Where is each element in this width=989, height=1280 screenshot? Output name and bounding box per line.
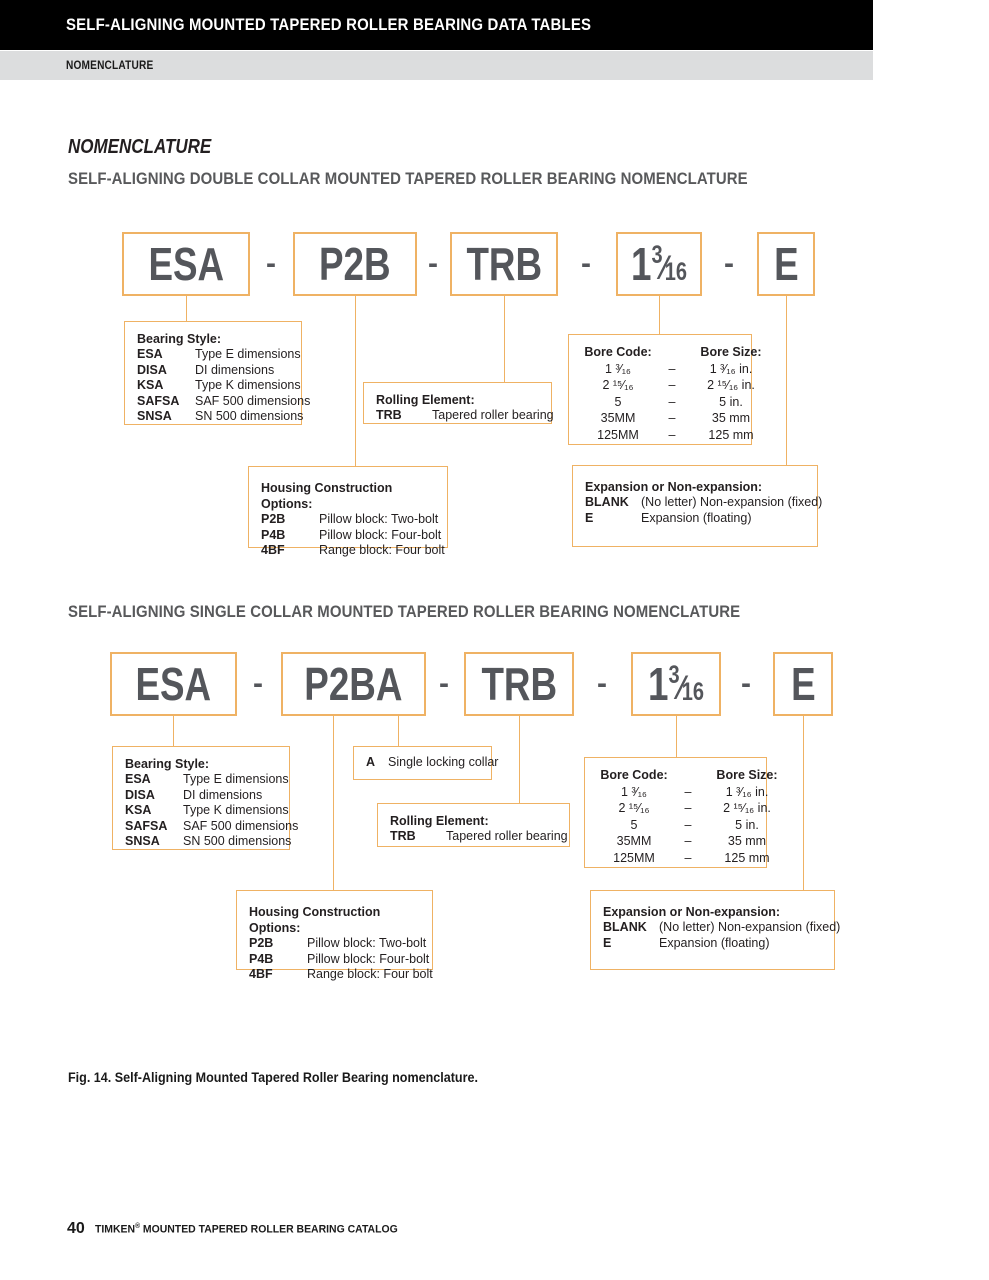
connector-line xyxy=(173,716,174,746)
callout-bore-table: Bore Code: Bore Size: 1 ³⁄₁₆ –1 ³⁄₁₆ in. 2… xyxy=(584,757,778,868)
separator-dash: - xyxy=(439,667,449,700)
code-box-expansion: E xyxy=(757,232,815,296)
section-title-double-collar: SELF-ALIGNING DOUBLE COLLAR MOUNTED TAPE… xyxy=(68,169,748,188)
page-footer: 40 TIMKEN® MOUNTED TAPERED ROLLER BEARING… xyxy=(67,1220,413,1238)
bore-table: Bore Code: Bore Size: 1 ³⁄₁₆ –1 ³⁄₁₆ in. 2… xyxy=(600,768,778,865)
code-box-rolling-element: TRB xyxy=(464,652,574,716)
code-box-expansion: E xyxy=(773,652,833,716)
connector-line xyxy=(398,716,399,746)
callout-housing-options: Housing Construction Options: P2B Pillow … xyxy=(248,466,448,557)
connector-line xyxy=(504,296,505,382)
header-bar: SELF-ALIGNING MOUNTED TAPERED ROLLER BEA… xyxy=(0,0,873,50)
breadcrumb-bar: NOMENCLATURE xyxy=(0,51,873,80)
code-box-housing: P2BA xyxy=(281,652,426,716)
connector-line xyxy=(333,716,334,890)
callout-bearing-style: Bearing Style: ESA Type E dimensions DISA… xyxy=(124,321,310,425)
bore-table: Bore Code: Bore Size: 1 ³⁄₁₆ –1 ³⁄₁₆ in. 2… xyxy=(584,345,762,442)
section-title-single-collar: SELF-ALIGNING SINGLE COLLAR MOUNTED TAPE… xyxy=(68,602,741,621)
separator-dash: - xyxy=(597,667,607,700)
connector-line xyxy=(786,296,787,465)
figure-caption: Fig. 14. Self-Aligning Mounted Tapered R… xyxy=(68,1070,478,1085)
code-box-bore: 13⁄16 xyxy=(616,232,702,296)
callout-bore-table: Bore Code: Bore Size: 1 ³⁄₁₆ –1 ³⁄₁₆ in. 2… xyxy=(568,334,762,445)
connector-line xyxy=(676,716,677,757)
callout-expansion-options: Expansion or Non-expansion: BLANK (No let… xyxy=(590,890,840,970)
connector-line xyxy=(803,716,804,890)
separator-dash: - xyxy=(581,247,591,280)
connector-line xyxy=(519,716,520,803)
callout-expansion-options: Expansion or Non-expansion: BLANK (No let… xyxy=(572,465,822,547)
connector-line xyxy=(355,296,356,466)
separator-dash: - xyxy=(266,247,276,280)
separator-dash: - xyxy=(741,667,751,700)
code-box-bearing-style: ESA xyxy=(110,652,237,716)
breadcrumb-label: NOMENCLATURE xyxy=(66,59,154,72)
connector-line xyxy=(659,296,660,334)
code-box-bearing-style: ESA xyxy=(122,232,250,296)
code-box-housing: P2B xyxy=(293,232,417,296)
callout-bearing-style: Bearing Style: ESA Type E dimensions DISA… xyxy=(112,746,298,850)
separator-dash: - xyxy=(724,247,734,280)
callout-housing-options: Housing Construction Options: P2B Pillow … xyxy=(236,890,433,981)
footer-text: TIMKEN® MOUNTED TAPERED ROLLER BEARING C… xyxy=(94,1223,398,1236)
separator-dash: - xyxy=(428,247,438,280)
callout-locking-collar: A Single locking collar xyxy=(353,746,498,780)
connector-line xyxy=(186,296,187,321)
code-box-bore: 13⁄16 xyxy=(631,652,721,716)
page-title: NOMENCLATURE xyxy=(68,136,212,158)
code-box-rolling-element: TRB xyxy=(450,232,558,296)
callout-rolling-element: Rolling Element: TRB Tapered roller beari… xyxy=(377,803,570,847)
header-title: SELF-ALIGNING MOUNTED TAPERED ROLLER BEA… xyxy=(66,15,592,34)
callout-rolling-element: Rolling Element: TRB Tapered roller beari… xyxy=(363,382,554,424)
separator-dash: - xyxy=(253,667,263,700)
page-number: 40 xyxy=(67,1220,85,1237)
